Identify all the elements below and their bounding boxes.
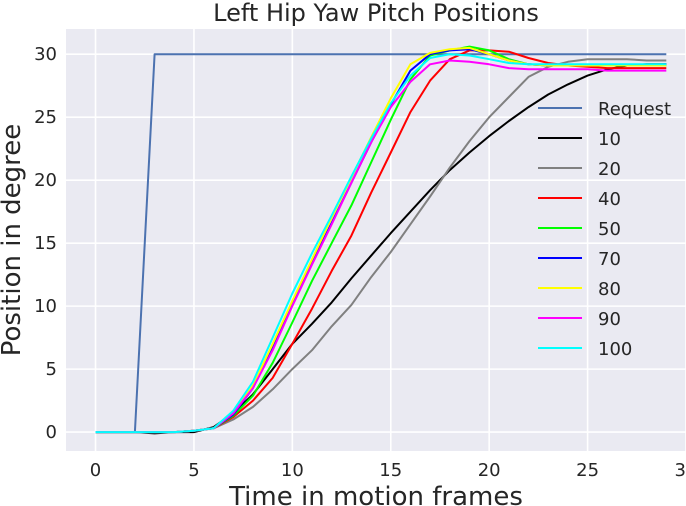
series-line-100 <box>95 53 667 434</box>
x-axis-label: Time in motion frames <box>228 482 523 506</box>
x-tick-labels: 0 5 10 15 20 25 30 <box>90 460 686 481</box>
y-tick-label: 30 <box>34 44 57 65</box>
x-tick-label: 10 <box>281 460 304 481</box>
series-line-request <box>95 53 667 434</box>
legend-label: 100 <box>598 339 632 360</box>
y-tick-label: 20 <box>34 170 57 191</box>
plot-area <box>66 29 686 451</box>
legend-label: 70 <box>598 249 621 270</box>
y-tick-label: 25 <box>34 107 57 128</box>
legend-label: 40 <box>598 189 621 210</box>
y-tick-label: 15 <box>34 233 57 254</box>
x-tick-label: 5 <box>188 460 199 481</box>
y-axis-label: Position in degree <box>0 124 27 357</box>
legend-label: 20 <box>598 159 621 180</box>
series-line-10 <box>95 63 667 435</box>
x-tick-label: 0 <box>90 460 101 481</box>
y-tick-label: 0 <box>46 422 57 443</box>
legend-label: Request <box>598 99 671 120</box>
x-tick-label: 30 <box>675 460 686 481</box>
y-tick-label: 10 <box>34 296 57 317</box>
series-group <box>95 45 667 435</box>
legend-label: 50 <box>598 219 621 240</box>
y-tick-labels: 0 5 10 15 20 25 30 <box>34 44 57 443</box>
legend-label: 80 <box>598 279 621 300</box>
legend-label: 90 <box>598 309 621 330</box>
x-tick-label: 15 <box>379 460 402 481</box>
y-tick-label: 5 <box>46 359 57 380</box>
x-tick-label: 25 <box>576 460 599 481</box>
legend: Request 10 20 40 50 70 80 90 100 <box>538 99 671 360</box>
legend-label: 10 <box>598 129 621 150</box>
x-tick-label: 20 <box>478 460 501 481</box>
chart-title: Left Hip Yaw Pitch Positions <box>213 0 539 27</box>
